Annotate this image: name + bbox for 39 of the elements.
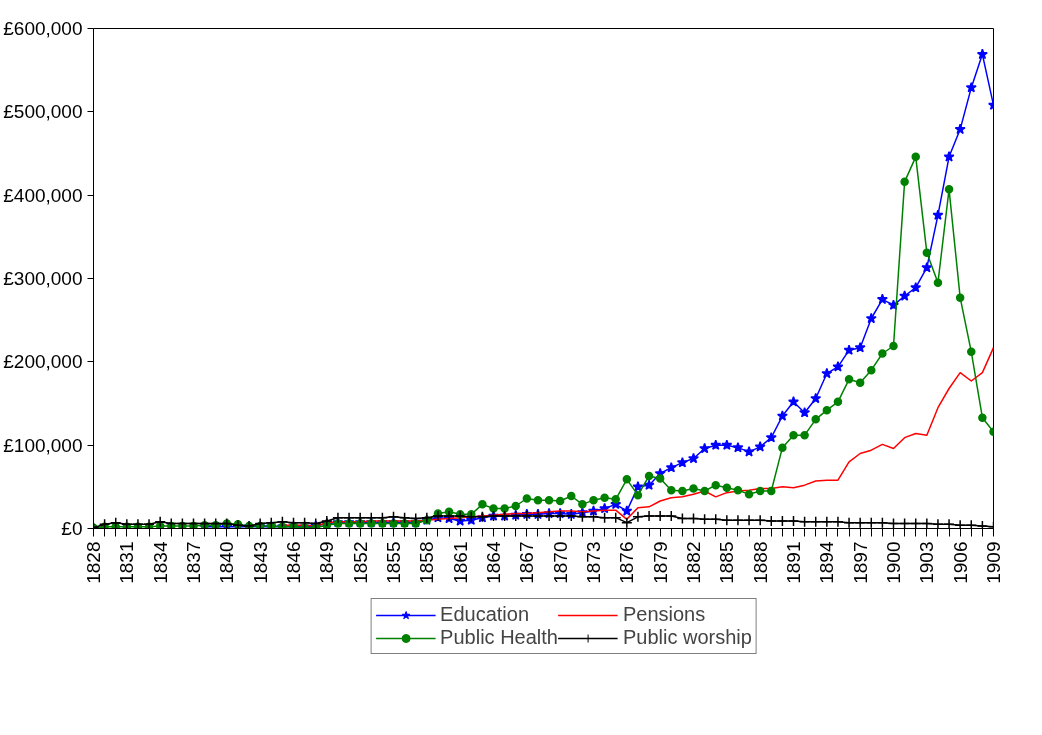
x-tick-label: 1882 [683, 541, 704, 584]
x-tick-label: 1906 [949, 541, 971, 584]
y-tick-label: £0 [61, 518, 83, 539]
legend-label: Public worship [622, 626, 752, 649]
y-tick-label: £100,000 [3, 434, 83, 456]
x-tick-label: 1855 [383, 541, 404, 584]
x-tick-label: 1837 [183, 541, 204, 584]
legend-label: Public Health [440, 626, 558, 649]
x-tick-label: 1900 [883, 541, 904, 584]
x-tick-label: 1888 [749, 541, 771, 584]
x-tick-label: 1885 [716, 541, 738, 584]
x-tick-label: 1897 [849, 541, 871, 584]
legend-label: Pensions [622, 603, 706, 626]
legend-label: Education [440, 603, 530, 626]
y-tick-label: £600,000 [3, 18, 83, 39]
x-tick-label: 1894 [816, 541, 838, 584]
x-tick-label: 1864 [483, 541, 504, 584]
x-tick-label: 1891 [783, 541, 804, 584]
x-tick-label: 1870 [549, 541, 571, 584]
x-tick-label: 1840 [216, 541, 238, 584]
x-tick-label: 1876 [616, 541, 638, 584]
y-tick-label: £300,000 [3, 268, 83, 289]
y-tick-label: £500,000 [3, 101, 83, 123]
x-tick-label: 1846 [283, 541, 304, 584]
y-tick-label: £200,000 [3, 351, 83, 373]
x-tick-label: 1828 [83, 541, 104, 584]
x-tick-label: 1861 [449, 541, 471, 584]
y-tick-label: £400,000 [3, 184, 83, 206]
x-tick-label: 1879 [649, 541, 671, 584]
x-tick-label: 1909 [983, 541, 1004, 584]
x-tick-label: 1867 [516, 541, 538, 584]
x-tick-label: 1834 [149, 541, 171, 584]
x-tick-label: 1831 [116, 541, 138, 584]
x-tick-label: 1849 [316, 541, 338, 584]
x-tick-label: 1873 [583, 541, 604, 584]
x-tick-label: 1843 [249, 541, 271, 584]
x-tick-label: 1903 [916, 541, 938, 584]
x-tick-label: 1858 [416, 541, 438, 584]
x-tick-label: 1852 [349, 541, 371, 584]
